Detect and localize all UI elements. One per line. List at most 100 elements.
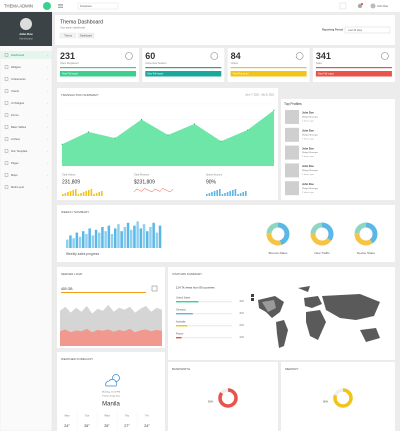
bar — [66, 239, 69, 248]
point — [193, 123, 196, 125]
panel-title: WEEKLY SUMMARY — [61, 210, 89, 214]
panel-title: Top Profiles — [284, 102, 302, 106]
sparkbar — [206, 194, 208, 196]
panel-title: MEMORY — [285, 367, 298, 371]
total-value: 90% — [206, 179, 217, 185]
country-track — [176, 301, 232, 303]
bar — [149, 227, 152, 248]
total-value: $231,809 — [134, 179, 155, 185]
total-value: 231,809 — [62, 179, 80, 185]
weather-day: Mon — [65, 415, 70, 418]
bar — [152, 222, 155, 248]
menu-item: Widgets — [11, 65, 21, 69]
sparkbar — [82, 192, 85, 196]
bar — [98, 232, 101, 248]
weather-temp: 24° — [64, 424, 70, 428]
menu-icon — [4, 65, 9, 69]
map-region — [322, 294, 380, 320]
profile-name: John Doe — [302, 182, 314, 186]
profile-time: 2 hours ago — [302, 155, 314, 158]
sparkbar — [85, 191, 87, 196]
country-value: 30% — [239, 313, 244, 315]
profile-name: John Doe — [302, 128, 314, 132]
bar — [110, 234, 114, 248]
sparkbar — [242, 192, 244, 196]
country-bar — [176, 337, 182, 339]
caption: Weekly sales progress — [66, 252, 99, 256]
sparkbar — [234, 189, 237, 196]
stat-icon — [210, 52, 219, 60]
panel-title: BANDWIDTH — [172, 367, 190, 371]
bar — [158, 225, 162, 248]
profile-name: John Doe — [302, 146, 314, 150]
panel — [281, 99, 395, 200]
point — [167, 134, 169, 136]
total-label: Speed Account — [206, 174, 222, 177]
donut-segment — [310, 222, 334, 246]
chevron: › — [47, 174, 48, 177]
breadcrumb-text: Thema — [64, 34, 72, 37]
report-button — [60, 71, 136, 77]
gauge-label: 80% — [323, 400, 329, 404]
donut-segment — [266, 222, 290, 246]
bar — [117, 224, 120, 248]
stat-label: Orders — [231, 62, 239, 65]
donut-segment — [310, 222, 334, 246]
map-zoom — [251, 298, 254, 301]
sparkbar — [77, 194, 80, 196]
donut-label: Bounce Rates — [269, 251, 288, 255]
sparkbar — [221, 194, 224, 196]
progress — [145, 67, 222, 69]
visitors-subtitle: 124.7k views from 80 countries — [176, 286, 215, 290]
bar — [85, 234, 88, 248]
page-subtitle: Your admin dashboard — [60, 27, 86, 30]
menu-item: Multi Level — [11, 185, 24, 189]
donut-label: Device Share — [357, 251, 375, 255]
profile-avatar — [285, 145, 299, 160]
bar — [120, 231, 123, 248]
user-name: John Doe — [377, 4, 389, 8]
donut-label: New Traffic — [315, 251, 330, 255]
server-bar — [61, 292, 146, 293]
menu-icon — [4, 125, 9, 129]
panel-title: TRANSACTION SUMMARY — [61, 93, 99, 97]
menu-item: Charts — [11, 89, 20, 93]
bar — [139, 228, 143, 248]
profile-text: Widget Manager — [302, 169, 318, 172]
bar — [72, 238, 75, 248]
chevron: › — [47, 66, 48, 69]
point — [273, 109, 275, 111]
badge — [360, 2, 364, 6]
panel — [281, 362, 395, 431]
sparkbar — [67, 192, 69, 196]
map-zoom — [251, 294, 254, 297]
sparkbar — [237, 194, 239, 196]
profile-name: John Doe — [19, 32, 33, 36]
profile-name: John Doe — [302, 164, 314, 168]
report-link: View Full report — [147, 73, 163, 76]
panel — [57, 352, 165, 431]
title-box — [55, 15, 395, 45]
sparkbar — [80, 193, 82, 196]
menu-icon — [4, 185, 9, 189]
bar — [78, 236, 82, 248]
profile-avatar — [285, 127, 299, 142]
sparkbar — [213, 191, 216, 196]
progress — [315, 67, 392, 69]
weather-day: Wed — [104, 415, 110, 418]
map-region — [298, 286, 310, 292]
sparkline — [133, 188, 174, 193]
profile-time: 2 hours ago — [302, 191, 314, 194]
menu-icon — [4, 137, 9, 141]
menu-item: Doc Template — [11, 149, 28, 153]
sparkbar — [75, 189, 77, 196]
profile-time: 2 hours ago — [302, 173, 314, 176]
weather-date: Monday, 21:00 PM — [102, 392, 120, 394]
menu-button[interactable] — [43, 2, 51, 10]
period-select — [344, 26, 391, 34]
notification[interactable] — [357, 3, 363, 9]
map-region — [306, 310, 326, 340]
menu-icon — [4, 101, 9, 105]
